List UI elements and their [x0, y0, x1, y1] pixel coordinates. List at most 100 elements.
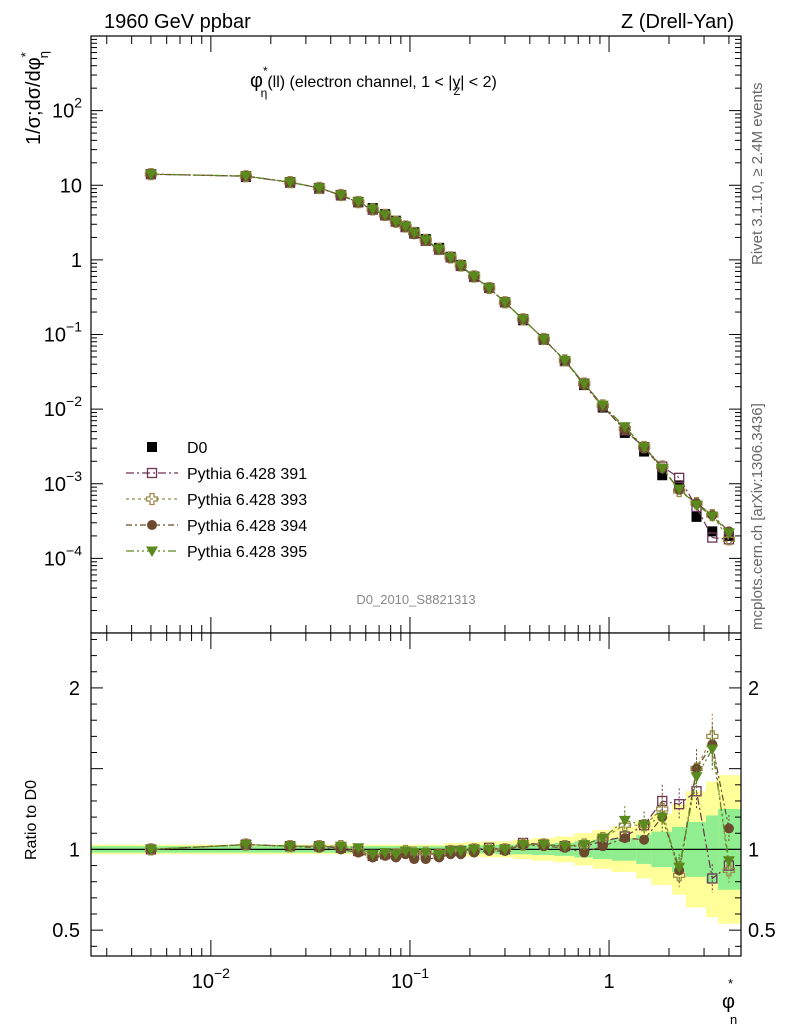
ratio-point-p394 [619, 833, 630, 844]
main-point-p393 [722, 533, 736, 546]
main-ytick-label-base: 10 [52, 101, 74, 123]
xlabel-eta: η [730, 1012, 737, 1024]
ratio-point-p395 [706, 744, 719, 756]
legend-marker-p391 [146, 467, 158, 479]
ratio-point-p394 [420, 854, 431, 865]
main-ytick-label-exp: 2 [74, 95, 82, 111]
analysis-id: D0_2010_S8821313 [356, 592, 475, 607]
main-point-p395 [638, 442, 651, 454]
ratio-series-layer [144, 713, 736, 893]
ratio-xtick-label: 10−1 [391, 965, 429, 993]
main-ytick-label-base: 10 [60, 175, 82, 197]
main-point-p395 [419, 235, 432, 246]
main-ytick-label-base: 1 [71, 250, 82, 272]
ratio-xtick-label-exp: −2 [214, 965, 230, 981]
main-point-p395 [618, 422, 631, 433]
ratio-point-p395 [239, 840, 252, 851]
ratio-xtick-label-base: 10 [391, 971, 413, 993]
main-point-d0 [691, 511, 702, 522]
main-panel [91, 36, 741, 633]
ratio-ytick-label-right: 2 [748, 678, 759, 700]
ratio-point-p395 [284, 841, 297, 853]
main-ytick-label: 10−4 [44, 542, 82, 570]
ratio-point-p395 [379, 848, 392, 859]
ratio-point-p394 [723, 823, 734, 834]
ratio-ytick-label-right: 1 [748, 839, 759, 861]
ratio-point-p391 [657, 795, 668, 807]
ratio-point-p395 [673, 862, 686, 874]
main-point-p395 [444, 252, 457, 264]
legend-label-p394: Pythia 6.428 394 [187, 518, 307, 535]
legend: D0 Pythia 6.428 391 Pythia 6.428 393 Pythia… [126, 440, 307, 561]
main-ytick-label-exp: −3 [66, 468, 82, 484]
legend-label-p395: Pythia 6.428 395 [187, 544, 307, 561]
legend-marker-p395 [146, 546, 158, 557]
main-title-star: * [263, 64, 268, 78]
main-ylabel-eta: η [36, 51, 51, 58]
legend-item-p393: Pythia 6.428 393 [126, 492, 307, 509]
main-ytick-label-base: 10 [44, 325, 66, 347]
ratio-point-p395 [690, 772, 703, 783]
side-label-rivet: Rivet 3.1.10, ≥ 2.4M events [749, 83, 766, 266]
main-point-p391 [674, 472, 685, 483]
main-title: φ* η(ll) (electron channel, 1 < |y Z| < 2) [250, 64, 497, 100]
main-title-rest2: | < 2) [460, 74, 497, 91]
main-point-p395 [379, 210, 392, 221]
main-point-p395 [673, 484, 686, 496]
ratio-point-p395 [537, 840, 550, 851]
ratio-frame [90, 632, 742, 957]
main-point-p395 [408, 228, 421, 239]
main-ytick-label: 1 [71, 250, 82, 272]
main-point-p391 [707, 532, 718, 543]
header-right: Z (Drell-Yan) [621, 11, 734, 33]
legend-label-p391: Pythia 6.428 391 [187, 466, 307, 483]
main-point-p395 [334, 190, 347, 202]
main-point-p395 [722, 528, 735, 539]
main-point-p395 [366, 204, 379, 216]
ratio-point-p393 [618, 819, 631, 832]
main-ytick-label-exp: −1 [66, 319, 82, 335]
main-point-p395 [483, 283, 496, 294]
ratio-point-p394 [579, 847, 590, 858]
main-ytick-label: 10 [60, 175, 82, 197]
main-ytick-label-exp: −2 [66, 393, 82, 409]
ratio-point-p395 [498, 844, 511, 856]
main-point-p395 [578, 379, 591, 390]
ratio-point-p395 [468, 844, 481, 856]
ratio-point-p395 [596, 833, 609, 845]
main-ylabel-main: 1/σ;dσ/dφ [23, 57, 45, 145]
main-plot-area [91, 36, 741, 633]
main-line-p395 [150, 173, 730, 534]
legend-marker-p394 [147, 520, 157, 530]
xlabel-star: * [728, 976, 733, 991]
xlabel-phi: φ [722, 991, 735, 1013]
main-title-eta: η [261, 86, 268, 100]
ratio-point-p395 [517, 840, 530, 851]
ratio-point-p395 [454, 846, 467, 858]
ratio-ytick-label-left: 2 [69, 678, 80, 700]
ratio-ytick-label-left: 0.5 [52, 920, 80, 942]
ratio-point-p395 [334, 841, 347, 853]
ratio-point-p395 [578, 840, 591, 851]
main-title-rest1: (ll) (electron channel, 1 < | [267, 74, 452, 91]
ratio-ytick-label-left: 1 [69, 839, 80, 861]
main-point-p395 [706, 511, 719, 522]
legend-item-d0: D0 [147, 440, 208, 457]
main-point-d0 [657, 470, 668, 481]
legend-item-p391: Pythia 6.428 391 [126, 466, 307, 483]
ratio-point-p395 [618, 815, 631, 827]
main-title-y: y [452, 74, 460, 91]
main-series-p395 [144, 169, 735, 539]
ratio-plot-area [91, 633, 741, 956]
ratio-point-p394 [639, 834, 650, 845]
main-ytick-label: 102 [52, 95, 82, 123]
ratio-point-p395 [722, 856, 735, 867]
legend-label-d0: D0 [187, 440, 208, 457]
main-point-p395 [468, 271, 481, 283]
ratio-point-p395 [366, 849, 379, 861]
ratio-xtick-label-exp: −1 [413, 965, 429, 981]
main-point-p395 [144, 169, 157, 181]
ratio-point-p395 [144, 844, 157, 856]
